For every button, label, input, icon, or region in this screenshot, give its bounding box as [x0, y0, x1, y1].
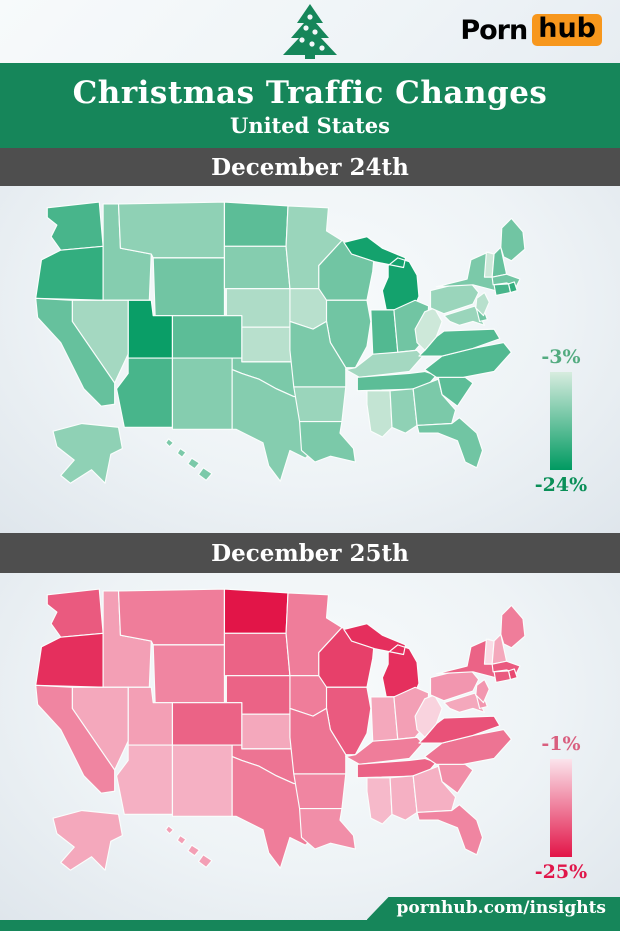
legend-gradient-bar — [550, 759, 572, 857]
page-title: Christmas Traffic Changes — [72, 75, 548, 111]
map-section-dec24: -3% -24% — [0, 186, 620, 533]
state-mo — [289, 707, 347, 775]
footer-tab: pornhub.com/insights — [366, 897, 620, 920]
state-ms — [366, 777, 393, 825]
legend-max-label: -1% — [541, 733, 581, 755]
state-ms — [366, 390, 393, 438]
state-ca — [35, 297, 116, 407]
logo-text-porn: Porn — [460, 14, 528, 46]
us-map-dec25 — [28, 583, 548, 886]
state-ar — [293, 386, 347, 423]
state-ak — [52, 422, 123, 484]
legend-dec25: -1% -25% — [528, 733, 594, 883]
state-co — [171, 315, 243, 359]
state-wy — [152, 644, 226, 704]
state-nd — [223, 201, 289, 247]
state-or — [35, 632, 104, 688]
state-ct — [493, 670, 512, 684]
state-mt — [117, 588, 226, 646]
state-me — [500, 604, 526, 649]
state-sd — [223, 632, 291, 677]
state-nj — [475, 678, 490, 704]
legend-max-label: -3% — [541, 346, 581, 368]
state-mt — [117, 201, 226, 259]
logo-text-hub: hub — [532, 14, 602, 46]
section-banner-dec25: December 25th — [0, 533, 620, 573]
state-wv — [414, 307, 443, 351]
state-nm — [171, 744, 233, 817]
state-in — [370, 309, 399, 359]
state-fl — [416, 804, 484, 856]
legend-dec24: -3% -24% — [528, 346, 594, 496]
header: Porn hub — [0, 0, 620, 63]
section-title-dec24: December 24th — [211, 153, 409, 181]
state-wy — [152, 257, 226, 317]
section-banner-dec24: December 24th — [0, 148, 620, 186]
state-wv — [414, 694, 443, 738]
state-hi — [165, 825, 213, 868]
state-fl — [416, 417, 484, 469]
state-az — [116, 744, 174, 815]
state-co — [171, 702, 243, 746]
state-ar — [293, 773, 347, 810]
state-nd — [223, 588, 289, 634]
title-banner: Christmas Traffic Changes United States — [0, 63, 620, 148]
state-nm — [171, 357, 233, 430]
state-ca — [35, 684, 116, 794]
state-nj — [475, 291, 490, 317]
state-al — [389, 388, 418, 434]
pornhub-logo: Porn hub — [460, 14, 602, 46]
state-la — [298, 807, 356, 850]
footer: pornhub.com/insights — [0, 897, 620, 931]
state-or — [35, 245, 104, 301]
legend-min-label: -25% — [534, 861, 588, 883]
state-sd — [223, 245, 291, 290]
legend-min-label: -24% — [534, 474, 588, 496]
state-me — [500, 217, 526, 262]
state-in — [370, 696, 399, 746]
state-la — [298, 420, 356, 463]
state-mo — [289, 320, 347, 388]
section-title-dec25: December 25th — [211, 539, 409, 567]
state-ak — [52, 809, 123, 871]
state-az — [116, 357, 174, 428]
state-wa — [46, 588, 104, 638]
state-hi — [165, 438, 213, 481]
state-ct — [493, 283, 512, 297]
page-subtitle: United States — [230, 113, 390, 138]
state-wa — [46, 201, 104, 251]
footer-bar — [0, 920, 620, 931]
state-al — [389, 775, 418, 821]
us-map-dec24 — [28, 196, 548, 499]
insights-link[interactable]: pornhub.com/insights — [396, 898, 606, 918]
legend-gradient-bar — [550, 372, 572, 470]
map-section-dec25: -1% -25% — [0, 573, 620, 921]
christmas-tree-icon — [281, 3, 339, 63]
